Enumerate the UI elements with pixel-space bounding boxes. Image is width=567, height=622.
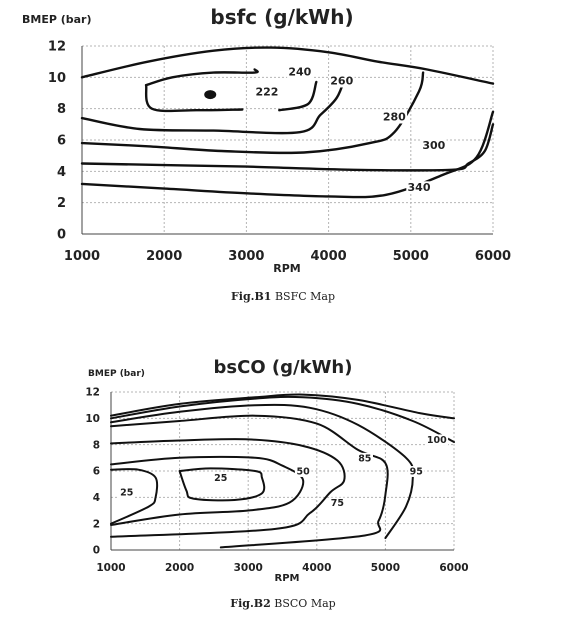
bsfc-x-tick-label: 4000 — [311, 249, 347, 264]
bsco-contour-label: 95 — [410, 467, 423, 478]
bsfc-contour-line — [80, 76, 347, 135]
bsco-contour-label-bg — [212, 472, 229, 484]
bsfc-x-tick-label: 5000 — [393, 249, 429, 264]
bsco-contour-label: 50 — [296, 467, 310, 478]
bsco-y-tick-label: 8 — [93, 439, 100, 451]
caption-fig-b1: Fig.B1 BSFC Map — [231, 290, 335, 303]
bsco-x-tick-label: 2000 — [165, 562, 194, 574]
bsco-y-tick-label: 4 — [93, 492, 100, 504]
bsfc-optimum-marker — [204, 90, 217, 100]
bsco-y-tick-label: 0 — [93, 545, 100, 557]
bsco-contour-label-bg — [356, 452, 373, 464]
caption-fig-b2: Fig.B2 BSCO Map — [230, 597, 335, 610]
bsco-contour-label: 100 — [427, 435, 447, 446]
bsco-x-tick-label: 1000 — [96, 562, 125, 574]
bsfc-x-tick-label: 2000 — [146, 249, 182, 264]
bsco-contour-label-bg — [329, 497, 346, 509]
bsfc-contour-label-bg — [254, 85, 280, 99]
bsco-contour-label-bg — [294, 466, 312, 477]
bsfc-contour-line — [144, 68, 259, 87]
bsco-contour-line — [110, 414, 389, 549]
bsco-y-tick-label: 6 — [93, 466, 100, 478]
caption-fig-b2-bold: Fig.B2 — [230, 597, 270, 610]
bsfc-contour-label-bg — [421, 139, 447, 152]
bsfc-y-tick-label: 6 — [57, 134, 66, 149]
bsfc-contour-line — [80, 123, 495, 172]
bsco-y-axis-label: BMEP (bar) — [88, 369, 145, 379]
bsco-x-tick-label: 5000 — [371, 562, 400, 574]
caption-fig-b1-bold: Fig.B1 — [231, 290, 271, 303]
bsfc-y-tick-label: 2 — [57, 196, 66, 211]
bsco-contour-label: 25 — [214, 473, 227, 484]
bsco-y-tick-label: 12 — [85, 387, 100, 399]
bsco-x-tick-label: 3000 — [234, 562, 263, 574]
bsco-contour-label: 75 — [331, 498, 344, 509]
bsfc-y-tick-label: 10 — [48, 71, 66, 86]
bsfc-contour-label: 340 — [408, 181, 431, 194]
bsco-y-tick-label: 2 — [93, 518, 100, 530]
bsco-contour-line — [110, 395, 455, 443]
bsco-chart: 0 2 4 6 8 10 12 1000 2000 3000 4000 5000 6000 bsCO (g… — [85, 357, 468, 584]
bsfc-contour-line — [80, 110, 495, 199]
bsfc-contour-label-bg — [381, 110, 408, 124]
bsfc-chart-title: bsfc (g/kWh) — [210, 5, 353, 29]
bsco-contour-label: 25 — [120, 488, 133, 499]
bsfc-x-tick-label: 6000 — [475, 249, 511, 264]
bsco-contour-line — [110, 455, 305, 526]
bsco-contour-label-bg — [425, 434, 449, 446]
bsco-chart-title: bsCO (g/kWh) — [214, 357, 353, 378]
bsfc-contour-label: 240 — [288, 65, 311, 78]
bsfc-contour-label: 280 — [383, 111, 406, 124]
caption-fig-b1-text: BSFC Map — [271, 290, 335, 303]
bsfc-x-axis-label: RPM — [273, 262, 300, 275]
bsfc-y-tick-label: 8 — [57, 102, 66, 117]
bsfc-contour-label: 300 — [422, 139, 445, 152]
bsfc-contour-label-bg — [406, 181, 432, 194]
bsfc-chart: 0 2 4 6 8 10 12 1000 2000 3000 4000 5000 6000 bsfc (g… — [22, 5, 511, 275]
bsco-contour-line — [110, 393, 455, 420]
bsfc-contour-label-bg — [287, 65, 313, 79]
bsco-contour-label-bg — [118, 487, 135, 499]
bsfc-y-tick-label: 4 — [57, 165, 66, 180]
bsfc-y-axis-label: BMEP (bar) — [22, 13, 92, 26]
bsco-contour-line — [110, 403, 415, 540]
caption-fig-b2-text: BSCO Map — [271, 597, 336, 610]
bsfc-y-tick-label: 12 — [48, 40, 66, 55]
bsfc-contour-line — [80, 46, 495, 85]
bsco-contour-label: 85 — [358, 453, 371, 464]
bsfc-contour-line — [278, 80, 318, 112]
bsco-x-tick-label: 4000 — [302, 562, 331, 574]
bsco-contour-line — [178, 467, 266, 502]
bsfc-contour-line — [80, 71, 425, 155]
bsco-y-tick-label: 10 — [85, 413, 100, 425]
bsfc-contour-label: 222 — [255, 86, 278, 99]
bsco-x-tick-label: 6000 — [439, 562, 468, 574]
bsfc-contour-label: 260 — [330, 75, 353, 88]
bsco-contour-line — [110, 438, 346, 538]
bsco-contour-label-bg — [408, 466, 425, 477]
bsfc-y-tick-label: 0 — [57, 228, 66, 243]
bsfc-x-tick-label: 1000 — [64, 249, 100, 264]
bsco-x-axis-label: RPM — [275, 573, 300, 584]
bsco-contour-line — [110, 468, 159, 525]
bsfc-contour-line — [144, 84, 244, 113]
bsfc-x-tick-label: 3000 — [228, 249, 264, 264]
bsfc-contour-label-bg — [329, 74, 355, 88]
